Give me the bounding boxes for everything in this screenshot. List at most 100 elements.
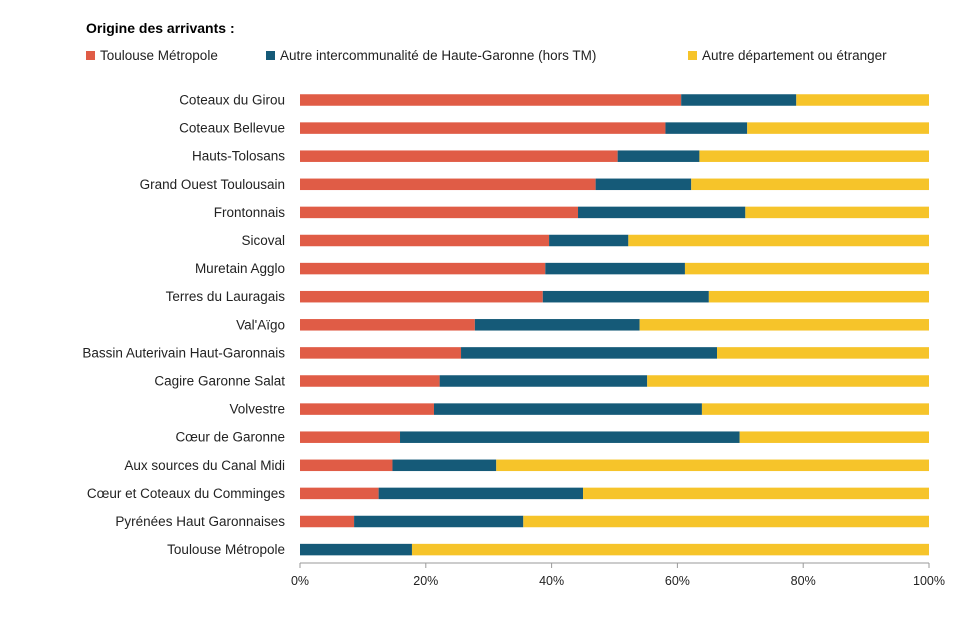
x-tick-label: 40% bbox=[539, 574, 564, 588]
category-label: Bassin Auterivain Haut-Garonnais bbox=[82, 345, 285, 360]
category-label: Cagire Garonne Salat bbox=[154, 374, 285, 389]
bar-segment bbox=[392, 459, 497, 472]
x-tick-label: 80% bbox=[791, 574, 816, 588]
bar-row bbox=[300, 375, 929, 387]
legend-swatch bbox=[266, 51, 275, 60]
bar-segment bbox=[583, 487, 929, 500]
category-label: Coteaux du Girou bbox=[179, 93, 285, 108]
category-label: Toulouse Métropole bbox=[167, 542, 285, 557]
bar-segment bbox=[496, 459, 929, 472]
category-label: Cœur de Garonne bbox=[175, 430, 285, 445]
bar-segment bbox=[300, 459, 393, 472]
legend-title: Origine des arrivants : bbox=[86, 20, 235, 36]
legend: Origine des arrivants : Toulouse Métropo… bbox=[86, 20, 887, 63]
bar-row bbox=[300, 403, 929, 415]
bar-segment bbox=[691, 178, 929, 191]
category-labels: Coteaux du Girou Coteaux Bellevue Hauts-To… bbox=[82, 93, 285, 558]
category-label: Volvestre bbox=[229, 402, 285, 417]
bar-segment bbox=[300, 290, 543, 303]
bar-segment bbox=[681, 94, 797, 106]
bar-segment bbox=[578, 206, 746, 219]
bar-segment bbox=[300, 487, 379, 500]
category-label: Aux sources du Canal Midi bbox=[124, 458, 285, 473]
x-tick-label: 0% bbox=[291, 574, 309, 588]
bar-segment bbox=[300, 206, 579, 219]
bar-segment bbox=[647, 375, 929, 387]
bar-segment bbox=[411, 543, 929, 556]
bar-row bbox=[300, 319, 929, 331]
bar-segment bbox=[300, 543, 412, 556]
bar-row bbox=[300, 178, 929, 191]
bar-segment bbox=[300, 319, 475, 331]
bar-segment bbox=[300, 234, 550, 247]
bar-segment bbox=[300, 262, 546, 275]
x-tick-label: 60% bbox=[665, 574, 690, 588]
bar-segment bbox=[542, 290, 709, 303]
category-label: Muretain Agglo bbox=[195, 261, 285, 276]
bar-segment bbox=[628, 234, 929, 247]
bar-row bbox=[300, 234, 929, 247]
x-tick-label: 100% bbox=[913, 574, 945, 588]
bar-segment bbox=[708, 290, 929, 303]
bar-segment bbox=[739, 431, 929, 443]
bar-row bbox=[300, 487, 929, 500]
bar-segment bbox=[300, 515, 355, 528]
category-label: Frontonnais bbox=[214, 205, 286, 220]
bar-segment bbox=[747, 122, 929, 134]
category-label: Pyrénées Haut Garonnaises bbox=[115, 514, 285, 529]
legend-item: Toulouse Métropole bbox=[86, 48, 218, 63]
bar-segment bbox=[378, 487, 584, 500]
bar-segment bbox=[699, 150, 929, 162]
bar-segment bbox=[701, 403, 929, 415]
bar-segment bbox=[617, 150, 700, 162]
bar-row bbox=[300, 431, 929, 443]
bar-segment bbox=[433, 403, 702, 415]
bar-row bbox=[300, 347, 929, 359]
bar-row bbox=[300, 150, 929, 162]
bar-segment bbox=[745, 206, 929, 219]
bar-row bbox=[300, 262, 929, 275]
bar-segment bbox=[595, 178, 692, 191]
bar-segment bbox=[665, 122, 748, 134]
bar-row bbox=[300, 206, 929, 219]
bar-segment bbox=[523, 515, 929, 528]
bar-segment bbox=[461, 347, 718, 359]
legend-swatch bbox=[688, 51, 697, 60]
category-label: Cœur et Coteaux du Comminges bbox=[87, 486, 285, 501]
bar-row bbox=[300, 290, 929, 303]
bar-segment bbox=[474, 319, 640, 331]
bar-row bbox=[300, 94, 929, 106]
bar-segment bbox=[300, 178, 596, 191]
category-label: Grand Ouest Toulousain bbox=[140, 177, 285, 192]
bar-segment bbox=[300, 431, 401, 443]
bar-row bbox=[300, 122, 929, 134]
bar-segment bbox=[684, 262, 929, 275]
category-label: Coteaux Bellevue bbox=[179, 121, 285, 136]
bar-segment bbox=[545, 262, 685, 275]
legend-label: Autre département ou étranger bbox=[702, 48, 887, 63]
bar-segment bbox=[439, 375, 648, 387]
bar-segment bbox=[639, 319, 929, 331]
category-label: Val'Aïgo bbox=[236, 317, 285, 332]
bar-segment bbox=[717, 347, 929, 359]
bar-row bbox=[300, 515, 929, 528]
legend-item: Autre département ou étranger bbox=[688, 48, 887, 63]
legend-swatch bbox=[86, 51, 95, 60]
category-label: Hauts-Tolosans bbox=[192, 149, 285, 164]
x-axis: 0% 20% 40% 60% 80% 100% bbox=[291, 562, 945, 588]
x-tick-label: 20% bbox=[413, 574, 438, 588]
bar-row bbox=[300, 543, 929, 556]
bar-segment bbox=[354, 515, 524, 528]
legend-label: Autre intercommunalité de Haute-Garonne … bbox=[280, 48, 596, 63]
bar-segment bbox=[300, 375, 440, 387]
bar-row bbox=[300, 459, 929, 472]
legend-label: Toulouse Métropole bbox=[100, 48, 218, 63]
bar-segment bbox=[300, 347, 462, 359]
category-label: Terres du Lauragais bbox=[166, 289, 286, 304]
category-label: Sicoval bbox=[241, 233, 285, 248]
bar-segment bbox=[400, 431, 740, 443]
bars bbox=[300, 94, 929, 556]
bar-segment bbox=[549, 234, 629, 247]
bar-segment bbox=[300, 150, 618, 162]
